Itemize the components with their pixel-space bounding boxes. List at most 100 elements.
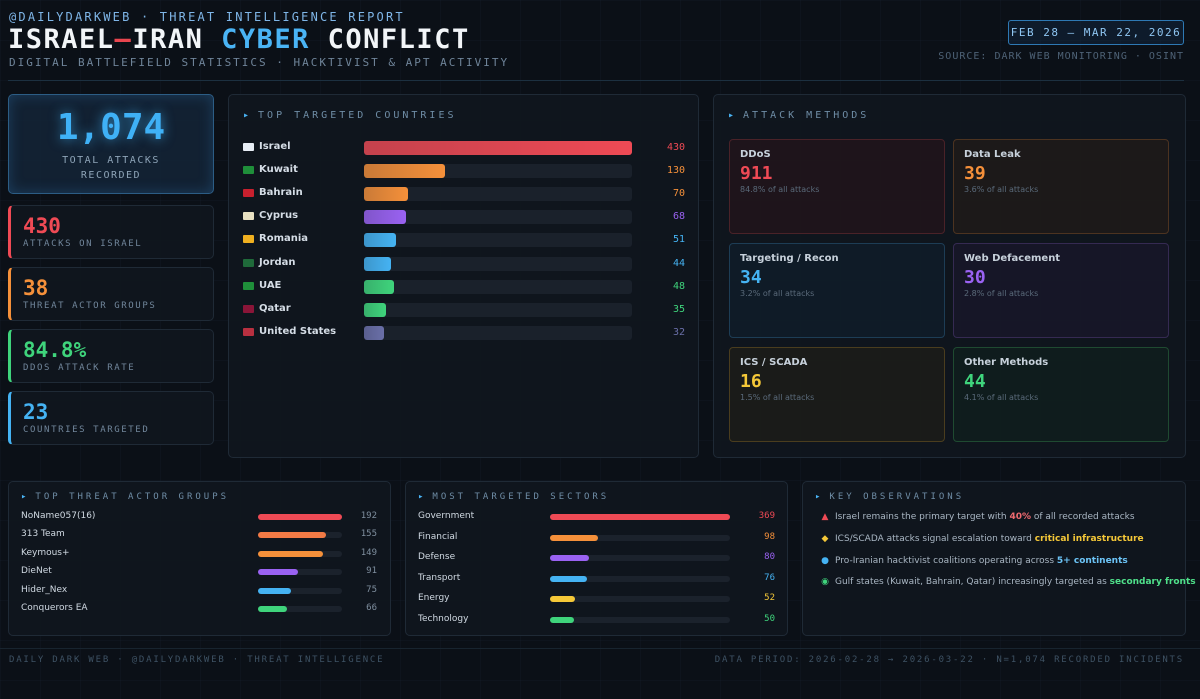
- bar-row: Financial 98: [418, 532, 775, 544]
- bar-track: [258, 532, 342, 539]
- bar: [550, 514, 730, 520]
- flag-icon: [243, 304, 254, 313]
- bar-track: [364, 233, 632, 248]
- flag-icon: [243, 212, 254, 221]
- bar-track: [258, 606, 342, 612]
- bar: [550, 534, 598, 541]
- title-dash: –: [114, 24, 133, 55]
- countries-panel-title: ▸ TOP TARGETED COUNTRIES: [243, 110, 457, 121]
- country-row: Bahrain 70: [243, 187, 685, 202]
- bar-track: [550, 555, 730, 561]
- flag-icon: [243, 166, 254, 175]
- bar-value: 91: [366, 566, 377, 577]
- method-value: 16: [740, 371, 762, 392]
- stat-card-actors: 38 THREAT ACTOR GROUPS: [8, 267, 214, 321]
- bar-track: [550, 575, 730, 582]
- flag-icon: [243, 281, 254, 290]
- category-name: Government: [418, 511, 475, 521]
- category-name: NoName057(16): [21, 511, 96, 521]
- stat-value: 430: [23, 214, 61, 238]
- bar: [258, 569, 298, 576]
- flag-icon: [243, 189, 254, 198]
- sectors-title-text: MOST TARGETED SECTORS: [432, 492, 610, 502]
- observation-item: ◆ ICS/SCADA attacks signal escalation tow…: [819, 534, 1144, 544]
- bar: [258, 514, 342, 520]
- category-name: 313 Team: [21, 529, 65, 540]
- actors-title-text: TOP THREAT ACTOR GROUPS: [35, 492, 230, 502]
- bar-value: 32: [672, 326, 685, 338]
- obs-highlight: critical infrastructure: [1034, 534, 1144, 544]
- target-icon: ◉: [821, 577, 829, 587]
- bar: [364, 233, 396, 248]
- obs-text: ICS/SCADA attacks signal escalation towa…: [835, 534, 1035, 544]
- flag-icon: [243, 327, 254, 336]
- bar-track: [364, 141, 632, 155]
- sectors-panel: ▸ MOST TARGETED SECTORS Government 369 Fina…: [405, 481, 788, 636]
- bar-value: 50: [764, 613, 775, 624]
- category-name: Transport: [418, 572, 461, 583]
- bar: [364, 141, 632, 155]
- stat-card-israel: 430 ATTACKS ON ISRAEL: [8, 205, 214, 259]
- method-card: DDoS 911 84.8% of all attacks: [729, 139, 945, 234]
- bar: [364, 164, 446, 179]
- bar-value: 75: [366, 584, 377, 595]
- bar-track: [364, 279, 632, 294]
- bar: [258, 606, 287, 612]
- triangle-icon: ▲: [821, 512, 829, 522]
- bar-value: 51: [672, 234, 685, 246]
- method-value: 30: [964, 267, 986, 288]
- header-divider: [8, 80, 1184, 81]
- stat-label: DDOS ATTACK RATE: [23, 363, 136, 373]
- bar-row: Transport 76: [418, 573, 775, 585]
- method-name: ICS / SCADA: [740, 357, 808, 368]
- stat-value: 84.8%: [23, 338, 87, 362]
- obs-highlight: 5+ continents: [1056, 556, 1128, 566]
- stat-card-ddos: 84.8% DDOS ATTACK RATE: [8, 329, 214, 383]
- bar-value: 155: [360, 529, 377, 540]
- date-range-badge: FEB 28 – MAR 22, 2026: [1008, 20, 1184, 45]
- country-row: UAE 48: [243, 279, 685, 294]
- method-percent: 3.2% of all attacks: [740, 289, 815, 298]
- category-name: Energy: [418, 593, 450, 603]
- stat-label: THREAT ACTOR GROUPS: [23, 301, 157, 311]
- bar: [550, 596, 576, 602]
- bar-track: [258, 587, 342, 594]
- total-attacks-value: 1,074: [56, 107, 166, 148]
- bar-row: Defense 80: [418, 552, 775, 564]
- methods-panel-title: ▸ ATTACK METHODS: [728, 110, 870, 121]
- title-part-3: CYBER: [221, 24, 310, 55]
- bar: [364, 279, 394, 294]
- stat-value: 23: [23, 400, 49, 424]
- country-row: Israel 430: [243, 141, 685, 155]
- bar-value: 130: [666, 165, 685, 177]
- total-attacks-card: 1,074 TOTAL ATTACKS RECORDED: [8, 94, 214, 194]
- bar: [364, 325, 384, 340]
- obs-text: Israel remains the primary target with: [835, 512, 1010, 522]
- country-name: Qatar: [259, 302, 291, 314]
- bar: [364, 187, 408, 202]
- country-name: UAE: [259, 279, 282, 291]
- bar-track: [258, 569, 342, 576]
- bar: [258, 550, 324, 557]
- bar-value: 68: [672, 211, 685, 223]
- title-part-2: IRAN: [132, 24, 204, 55]
- report-tag: @DAILYDARKWEB · THREAT INTELLIGENCE REPO…: [9, 10, 405, 24]
- observations-panel: ▸ KEY OBSERVATIONS ▲ Israel remains the pr…: [802, 481, 1196, 636]
- sectors-panel-title: ▸ MOST TARGETED SECTORS: [418, 492, 610, 502]
- bar-value: 44: [672, 257, 685, 269]
- bar: [364, 210, 407, 225]
- source-note: SOURCE: DARK WEB MONITORING · OSINT: [938, 51, 1184, 62]
- category-name: Defense: [418, 552, 456, 562]
- method-percent: 84.8% of all attacks: [740, 185, 820, 194]
- stat-label: COUNTRIES TARGETED: [23, 425, 150, 435]
- bar-value: 70: [672, 188, 685, 200]
- method-name: DDoS: [740, 149, 771, 160]
- method-value: 911: [740, 163, 773, 184]
- methods-title-text: ATTACK METHODS: [743, 110, 870, 121]
- total-label-line-1: TOTAL ATTACKS: [62, 155, 160, 166]
- bar-row: NoName057(16) 192: [21, 511, 377, 523]
- category-name: Keymous+: [21, 547, 70, 558]
- method-value: 39: [964, 163, 986, 184]
- diamond-icon: ◆: [821, 534, 829, 544]
- method-value: 44: [964, 371, 986, 392]
